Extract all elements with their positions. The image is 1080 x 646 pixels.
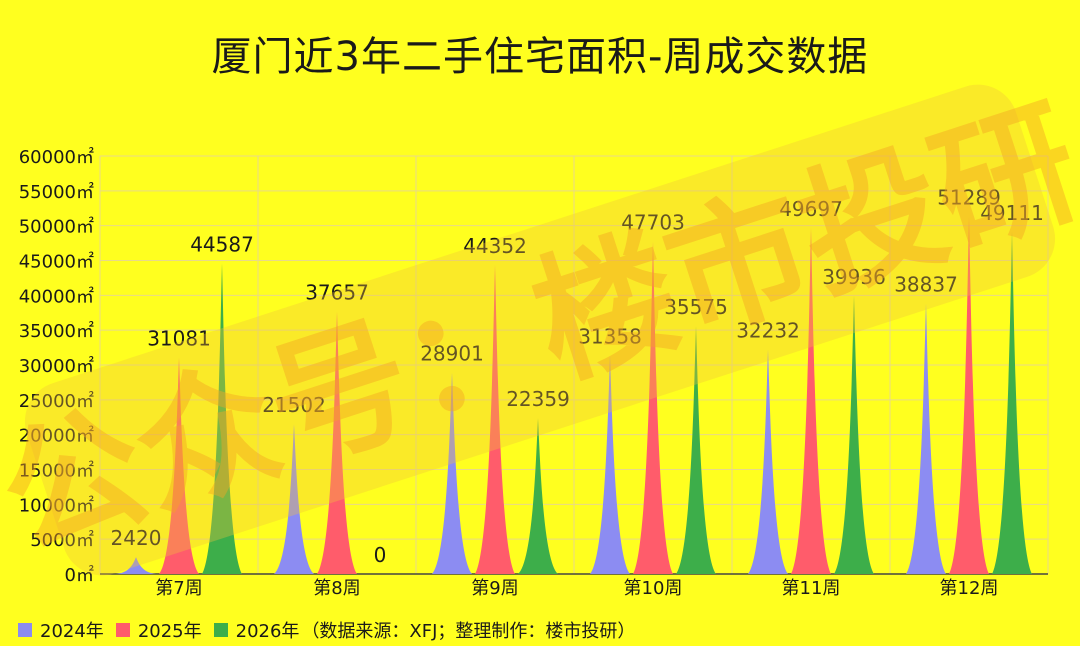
data-label: 44587: [190, 232, 254, 256]
data-label: 49697: [779, 197, 843, 221]
legend: 2024年 2025年 2026年 （数据来源：XFJ；整理制作：楼市投研）: [18, 617, 647, 643]
spike-2024年-第7周: [116, 557, 156, 574]
data-label: 28901: [420, 342, 484, 366]
x-tick-label: 第12周: [940, 578, 999, 599]
spike-2026年-第9周: [518, 418, 558, 574]
spike-2025年-第11周: [791, 227, 831, 574]
spike-2025年-第9周: [475, 265, 515, 574]
y-tick-label: 25000㎡: [19, 390, 94, 412]
y-tick-label: 35000㎡: [19, 320, 94, 342]
data-label: 0: [374, 543, 387, 567]
y-tick-label: 5000㎡: [30, 529, 94, 551]
data-label: 49111: [980, 201, 1044, 225]
grid-layer: [99, 155, 1049, 575]
y-tick-label: 30000㎡: [19, 355, 94, 377]
spike-2024年-第9周: [432, 372, 472, 574]
data-label: 35575: [664, 295, 728, 319]
data-label: 31081: [147, 326, 211, 350]
spike-2025年-第8周: [317, 311, 357, 574]
spike-2025年-第10周: [633, 241, 673, 574]
data-labels: 2420 21502 28901 31358 32232 38837 31081 37657 4…: [111, 186, 1044, 567]
spike-2024年-第11周: [748, 349, 788, 574]
spike-2025年-第7周: [159, 357, 199, 574]
source-note: （数据来源：XFJ；整理制作：楼市投研）: [301, 621, 636, 642]
y-tick-label: 55000㎡: [19, 181, 94, 203]
spike-2026年-第12周: [992, 231, 1032, 574]
legend-label-2025: 2025年: [137, 621, 202, 642]
x-tick-label: 第10周: [624, 578, 683, 599]
chart-title: 厦门近3年二手住宅面积-周成交数据: [211, 34, 869, 80]
data-label: 32232: [736, 318, 800, 342]
data-label: 22359: [506, 387, 570, 411]
data-label: 2420: [111, 526, 162, 550]
x-tick-labels: 第7周 第8周 第9周 第10周 第11周 第12周: [155, 578, 998, 599]
y-tick-label: 60000㎡: [19, 146, 94, 168]
data-label: 39936: [822, 265, 886, 289]
spike-2024年-第8周: [274, 424, 314, 574]
x-tick-label: 第7周: [155, 578, 202, 599]
legend-swatch-2026: [213, 623, 228, 637]
spike-2026年-第11周: [834, 295, 874, 574]
spike-2024年-第10周: [590, 355, 630, 574]
data-label: 37657: [305, 281, 369, 305]
y-tick-label: 20000㎡: [19, 425, 94, 447]
legend-item-2024: 2024年: [18, 617, 104, 643]
spike-2026年-第7周: [202, 263, 242, 574]
spike-2026年-第10周: [676, 326, 716, 574]
data-label: 31358: [578, 325, 642, 349]
data-label: 21502: [262, 393, 326, 417]
legend-swatch-2024: [18, 623, 32, 637]
data-label: 47703: [621, 211, 685, 235]
spike-2024年-第12周: [906, 303, 946, 574]
y-tick-label: 50000㎡: [19, 216, 94, 238]
y-tick-label: 10000㎡: [19, 494, 94, 516]
legend-label-2026: 2026年: [235, 621, 300, 642]
y-tick-label: 40000㎡: [19, 285, 94, 307]
data-label: 38837: [894, 272, 958, 296]
spike-2025年-第12周: [949, 216, 989, 574]
x-tick-label: 第11周: [782, 578, 841, 599]
x-tick-label: 第9周: [471, 578, 518, 599]
legend-label-2024: 2024年: [40, 621, 104, 642]
x-tick-label: 第8周: [313, 578, 360, 599]
legend-swatch-2025: [115, 623, 130, 637]
series-layer: [116, 216, 1032, 574]
legend-item-2025: 2025年: [115, 617, 202, 643]
y-tick-label: 0㎡: [65, 564, 94, 586]
y-tick-label: 15000㎡: [19, 460, 94, 482]
data-label: 44352: [463, 234, 527, 258]
y-tick-labels: 0㎡ 5000㎡ 10000㎡ 15000㎡ 20000㎡ 25000㎡ 30000㎡ 350…: [19, 146, 94, 586]
legend-item-2026: 2026年 （数据来源：XFJ；整理制作：楼市投研）: [213, 617, 636, 643]
y-tick-label: 45000㎡: [19, 251, 94, 273]
data-label: 51289: [937, 186, 1001, 210]
